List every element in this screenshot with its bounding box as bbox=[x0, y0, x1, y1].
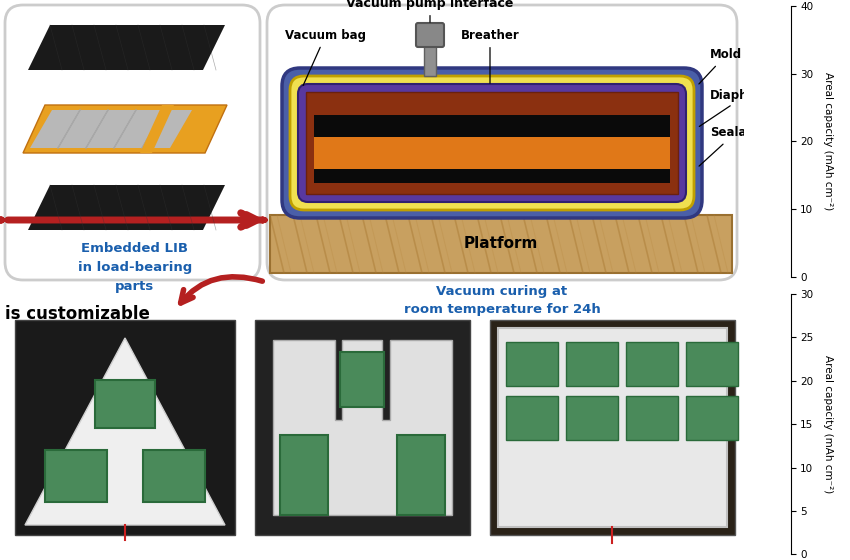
Y-axis label: Areal capacity (mAh cm⁻²): Areal capacity (mAh cm⁻²) bbox=[823, 355, 833, 493]
Polygon shape bbox=[273, 340, 452, 515]
Text: is customizable: is customizable bbox=[5, 305, 150, 323]
Bar bbox=[424, 43, 436, 76]
Text: Mold: Mold bbox=[699, 49, 742, 84]
Bar bbox=[566, 342, 618, 386]
Bar bbox=[506, 396, 558, 440]
Bar bbox=[270, 215, 732, 273]
Bar bbox=[498, 328, 727, 527]
Bar bbox=[506, 342, 558, 386]
Polygon shape bbox=[30, 110, 192, 148]
Text: Breather: Breather bbox=[461, 29, 519, 83]
Bar bbox=[95, 380, 155, 428]
Polygon shape bbox=[28, 25, 225, 70]
Text: Vacuum curing at
room temperature for 24h: Vacuum curing at room temperature for 24… bbox=[404, 285, 600, 316]
Bar bbox=[626, 342, 678, 386]
FancyBboxPatch shape bbox=[416, 23, 444, 47]
Bar bbox=[255, 320, 470, 535]
Bar bbox=[314, 169, 670, 183]
Bar bbox=[45, 450, 107, 502]
FancyBboxPatch shape bbox=[267, 5, 737, 280]
Bar bbox=[490, 320, 735, 535]
Text: Vacuum pump interface: Vacuum pump interface bbox=[346, 0, 513, 22]
FancyBboxPatch shape bbox=[290, 76, 694, 210]
Text: Platform: Platform bbox=[464, 236, 538, 251]
Bar bbox=[566, 396, 618, 440]
Polygon shape bbox=[28, 185, 225, 230]
Bar bbox=[341, 352, 384, 407]
Bar bbox=[626, 396, 678, 440]
Bar bbox=[143, 450, 205, 502]
Bar bbox=[314, 115, 670, 137]
Y-axis label: Areal capacity (mAh cm⁻²): Areal capacity (mAh cm⁻²) bbox=[823, 72, 833, 211]
FancyBboxPatch shape bbox=[5, 5, 260, 280]
Bar bbox=[314, 115, 670, 183]
Text: Embedded LIB
in load-bearing
parts: Embedded LIB in load-bearing parts bbox=[78, 242, 192, 293]
Bar bbox=[686, 396, 738, 440]
Polygon shape bbox=[140, 105, 174, 153]
Bar bbox=[686, 342, 738, 386]
Bar bbox=[15, 320, 235, 535]
Polygon shape bbox=[23, 105, 227, 153]
Bar bbox=[306, 92, 678, 194]
FancyBboxPatch shape bbox=[298, 84, 686, 202]
FancyBboxPatch shape bbox=[282, 68, 702, 218]
Text: Diaphragm: Diaphragm bbox=[700, 88, 783, 127]
Bar bbox=[280, 435, 328, 515]
Bar bbox=[397, 435, 445, 515]
Polygon shape bbox=[25, 338, 225, 525]
Text: Sealant: Sealant bbox=[699, 127, 761, 166]
Text: Vacuum bag: Vacuum bag bbox=[285, 29, 366, 86]
